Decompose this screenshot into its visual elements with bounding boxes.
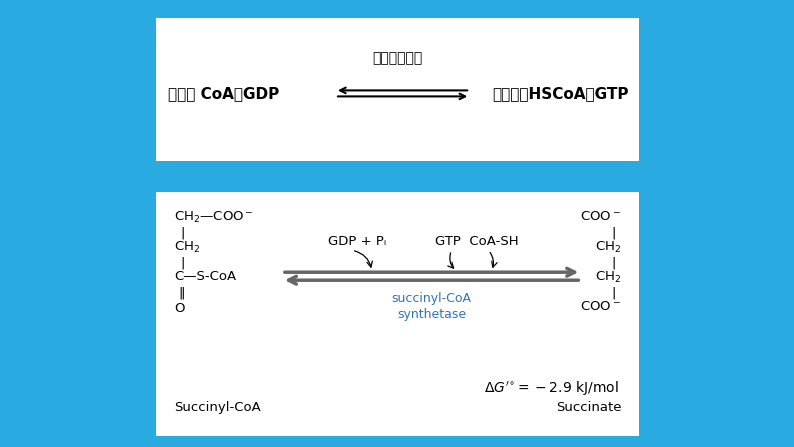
Text: O: O (175, 302, 185, 315)
Text: CH$_2$—COO$^-$: CH$_2$—COO$^-$ (175, 210, 254, 225)
Text: GDP + Pᵢ: GDP + Pᵢ (328, 235, 386, 248)
Text: |: | (180, 256, 185, 269)
Text: succinyl-CoA: succinyl-CoA (391, 292, 472, 305)
Text: ‖: ‖ (179, 286, 185, 299)
Text: |: | (611, 256, 615, 269)
Text: Succinyl-CoA: Succinyl-CoA (175, 401, 261, 414)
Text: CH$_2$: CH$_2$ (175, 240, 201, 255)
Text: Succinate: Succinate (556, 401, 621, 414)
Text: |: | (180, 226, 185, 239)
Text: |: | (611, 286, 615, 299)
Text: C—S-CoA: C—S-CoA (175, 270, 237, 283)
Text: 琥珀酰合成酶: 琥珀酰合成酶 (372, 51, 423, 65)
Text: COO$^-$: COO$^-$ (580, 300, 621, 313)
Text: $\Delta G'^{\circ} = -2.9\ \mathrm{kJ/mol}$: $\Delta G'^{\circ} = -2.9\ \mathrm{kJ/mo… (484, 380, 619, 398)
Text: CH$_2$: CH$_2$ (595, 270, 621, 285)
Text: COO$^-$: COO$^-$ (580, 210, 621, 223)
Text: |: | (611, 226, 615, 239)
Text: CH$_2$: CH$_2$ (595, 240, 621, 255)
Bar (156, 192, 639, 436)
Text: 琥珀酰 CoA＋GDP: 琥珀酰 CoA＋GDP (168, 86, 279, 101)
Text: GTP  CoA-SH: GTP CoA-SH (434, 235, 518, 248)
Text: synthetase: synthetase (397, 308, 466, 321)
Bar (156, 18, 639, 161)
Text: 琥珀酸＋HSCoA＋GTP: 琥珀酸＋HSCoA＋GTP (492, 86, 629, 101)
